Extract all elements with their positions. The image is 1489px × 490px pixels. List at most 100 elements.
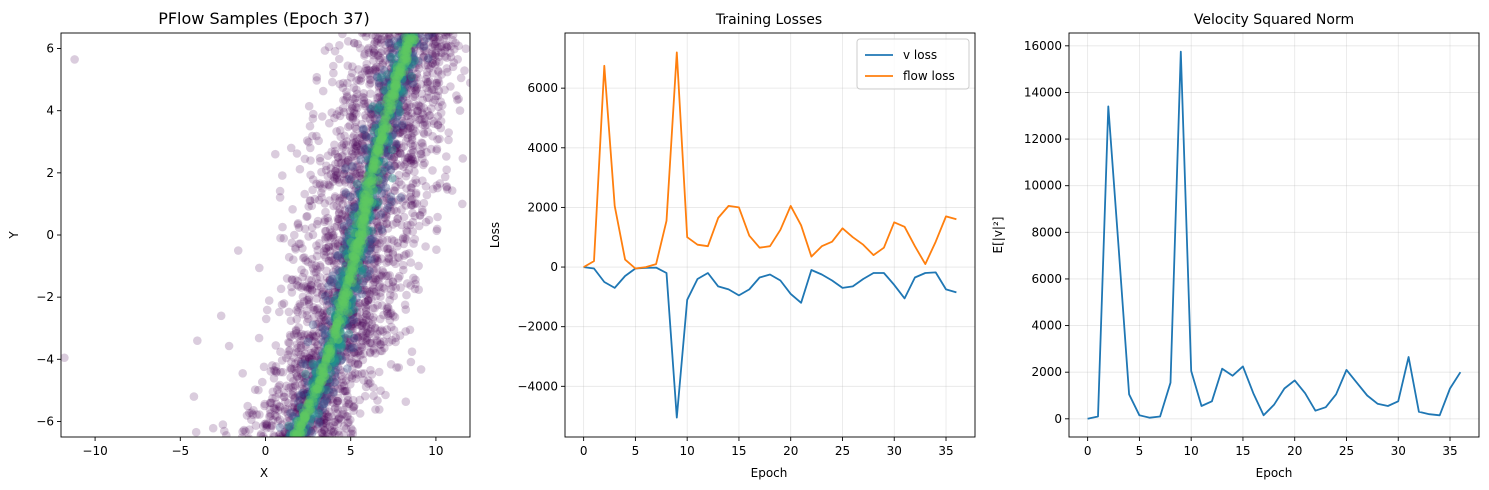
- scatter-point: [348, 309, 357, 319]
- scatter-point: [407, 73, 416, 83]
- scatter-point: [324, 216, 333, 226]
- scatter-point: [341, 386, 350, 396]
- scatter-point: [264, 296, 274, 305]
- scatter-point: [423, 127, 433, 137]
- scatter-point: [335, 384, 345, 394]
- scatter-point: [330, 349, 340, 358]
- scatter-point: [378, 60, 387, 69]
- scatter-point: [325, 438, 334, 447]
- scatter-point: [421, 182, 431, 191]
- scatter-point: [278, 222, 287, 232]
- scatter-point: [420, 114, 430, 123]
- scatter-point: [357, 238, 367, 248]
- scatter-point: [374, 367, 384, 377]
- scatter-point: [373, 396, 382, 405]
- scatter-point: [428, 59, 438, 68]
- scatter-point: [322, 300, 332, 310]
- scatter-point: [403, 98, 412, 108]
- scatter-point: [432, 224, 442, 234]
- scatter-point: [351, 183, 361, 193]
- scatter-point: [357, 130, 367, 139]
- scatter-point: [391, 175, 400, 184]
- scatter-point: [362, 218, 372, 228]
- scatter-point: [336, 243, 345, 252]
- scatter-point-dense: [333, 335, 343, 344]
- scatter-point: [343, 395, 353, 405]
- scatter-point: [334, 302, 344, 312]
- scatter-point: [291, 441, 300, 450]
- axes-frame: [564, 32, 976, 438]
- scatter-point: [410, 284, 420, 294]
- scatter-point: [308, 348, 318, 358]
- scatter-point: [320, 180, 329, 189]
- scatter-point: [344, 231, 354, 241]
- scatter-point: [330, 193, 340, 203]
- scatter-point: [365, 243, 374, 253]
- scatter-point: [399, 118, 409, 128]
- scatter-point: [372, 193, 381, 203]
- scatter-point: [312, 76, 322, 85]
- scatter-point: [363, 296, 373, 305]
- scatter-point: [451, 21, 460, 30]
- scatter-point: [447, 24, 456, 33]
- scatter-point: [393, 125, 402, 135]
- y-tick-label: 6000: [527, 81, 558, 95]
- scatter-point: [262, 421, 272, 431]
- scatter-point: [371, 253, 380, 262]
- scatter-point: [349, 308, 358, 318]
- y-axis-label: Y: [7, 231, 21, 240]
- scatter-point: [353, 360, 363, 370]
- scatter-point: [243, 438, 252, 447]
- legend-label: flow loss: [903, 69, 955, 83]
- scatter-point: [342, 386, 352, 396]
- scatter-point: [316, 335, 325, 344]
- scatter-point: [262, 305, 272, 315]
- scatter-point: [295, 396, 305, 405]
- y-tick-label: 0: [46, 228, 54, 242]
- scatter-point: [358, 326, 368, 336]
- scatter-point: [342, 222, 352, 232]
- scatter-point: [314, 195, 324, 205]
- scatter-point: [370, 37, 380, 47]
- scatter-point: [355, 257, 365, 266]
- scatter-point: [266, 423, 275, 433]
- scatter-point: [372, 239, 382, 248]
- scatter-point: [424, 33, 434, 40]
- scatter-point: [413, 109, 423, 118]
- scatter-point: [337, 210, 347, 219]
- scatter-point-dense: [298, 416, 307, 426]
- scatter-point: [322, 379, 332, 388]
- scatter-point: [285, 437, 294, 446]
- scatter-point: [348, 113, 357, 122]
- scatter-point: [291, 381, 300, 391]
- scatter-point: [434, 78, 444, 87]
- scatter-point: [348, 112, 357, 121]
- scatter-point: [371, 405, 380, 414]
- scatter-point: [369, 229, 379, 239]
- scatter-point: [318, 401, 327, 411]
- scatter-point: [450, 44, 459, 54]
- scatter-point: [288, 205, 297, 214]
- scatter-point: [299, 388, 308, 397]
- scatter-point: [313, 279, 323, 288]
- scatter-point: [411, 120, 421, 129]
- scatter-point: [427, 48, 437, 57]
- scatter-point: [340, 165, 350, 175]
- scatter-point: [424, 215, 434, 225]
- scatter-point: [306, 361, 315, 371]
- scatter-point: [276, 233, 285, 243]
- scatter-point: [297, 438, 306, 447]
- scatter-point: [331, 338, 341, 348]
- scatter-point: [404, 165, 414, 175]
- scatter-point: [349, 131, 359, 140]
- scatter-point-dense: [320, 292, 330, 301]
- scatter-point: [345, 98, 355, 108]
- scatter-point: [407, 194, 417, 204]
- scatter-point: [375, 92, 385, 101]
- scatter-point: [370, 105, 380, 115]
- scatter-point: [340, 291, 350, 301]
- scatter-point-dense: [349, 343, 358, 353]
- scatter-point: [341, 317, 350, 326]
- scatter-point: [353, 226, 362, 236]
- scatter-point: [304, 137, 313, 147]
